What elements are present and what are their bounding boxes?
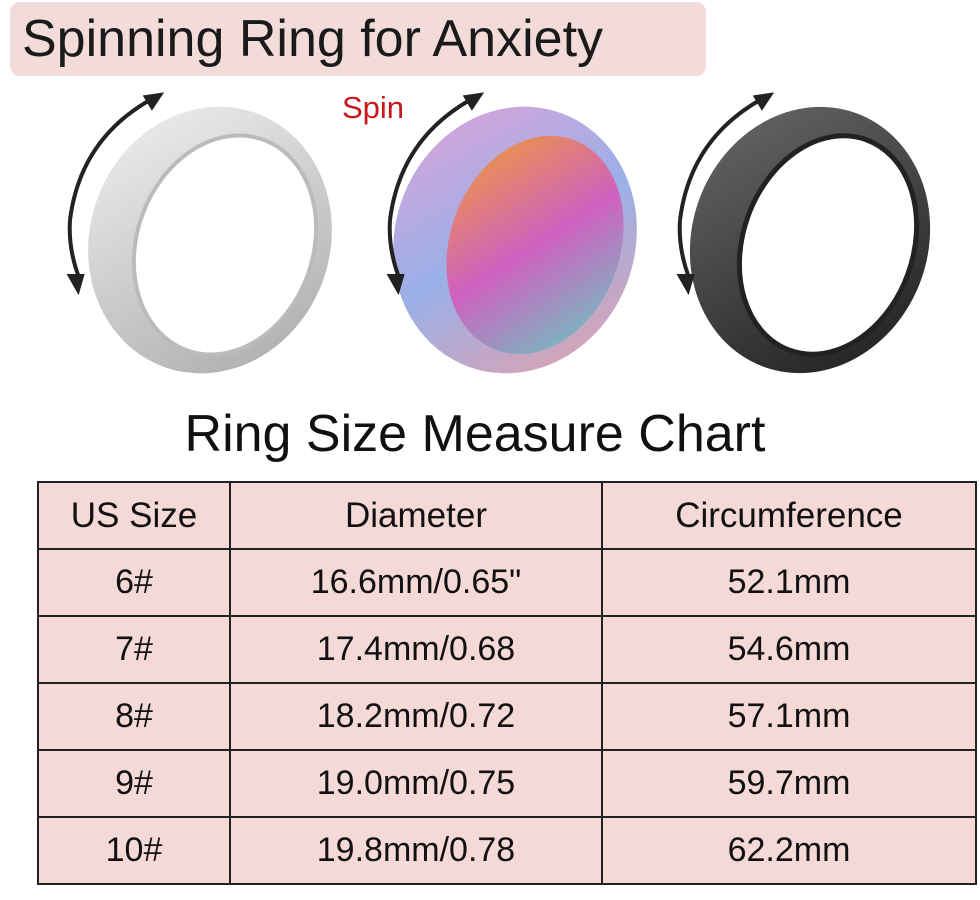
cell-circumference: 52.1mm xyxy=(601,548,977,617)
cell-size: 9# xyxy=(37,749,231,818)
ring-rainbow xyxy=(393,106,637,374)
header-circumference: Circumference xyxy=(601,481,977,550)
cell-circumference: 62.2mm xyxy=(601,816,977,885)
cell-circumference: 59.7mm xyxy=(601,749,977,818)
cell-diameter: 17.4mm/0.68 xyxy=(229,615,603,684)
cell-diameter: 16.6mm/0.65" xyxy=(229,548,603,617)
table-row: 8# 18.2mm/0.72 57.1mm xyxy=(37,682,977,751)
ring-size-table: US Size Diameter Circumference 6# 16.6mm/… xyxy=(37,481,977,885)
table-row: 10# 19.8mm/0.78 62.2mm xyxy=(37,816,977,885)
table-row: 6# 16.6mm/0.65" 52.1mm xyxy=(37,548,977,617)
cell-size: 7# xyxy=(37,615,231,684)
cell-diameter: 19.0mm/0.75 xyxy=(229,749,603,818)
cell-diameter: 19.8mm/0.78 xyxy=(229,816,603,885)
ring-black xyxy=(689,106,931,374)
spin-label: Spin xyxy=(342,90,405,125)
cell-size: 6# xyxy=(37,548,231,617)
spin-arrow-icons xyxy=(66,92,775,296)
ring-silver xyxy=(88,106,332,374)
cell-circumference: 54.6mm xyxy=(601,615,977,684)
cell-size: 10# xyxy=(37,816,231,885)
title-banner xyxy=(10,2,706,76)
cell-circumference: 57.1mm xyxy=(601,682,977,751)
chart-title: Ring Size Measure Chart xyxy=(184,405,766,463)
header-us-size: US Size xyxy=(37,481,231,550)
cell-size: 8# xyxy=(37,682,231,751)
product-title: Spinning Ring for Anxiety xyxy=(22,10,604,68)
ring-images xyxy=(66,92,931,374)
cell-diameter: 18.2mm/0.72 xyxy=(229,682,603,751)
header-diameter: Diameter xyxy=(229,481,603,550)
table-header-row: US Size Diameter Circumference xyxy=(37,481,977,550)
table-row: 9# 19.0mm/0.75 59.7mm xyxy=(37,749,977,818)
table-row: 7# 17.4mm/0.68 54.6mm xyxy=(37,615,977,684)
